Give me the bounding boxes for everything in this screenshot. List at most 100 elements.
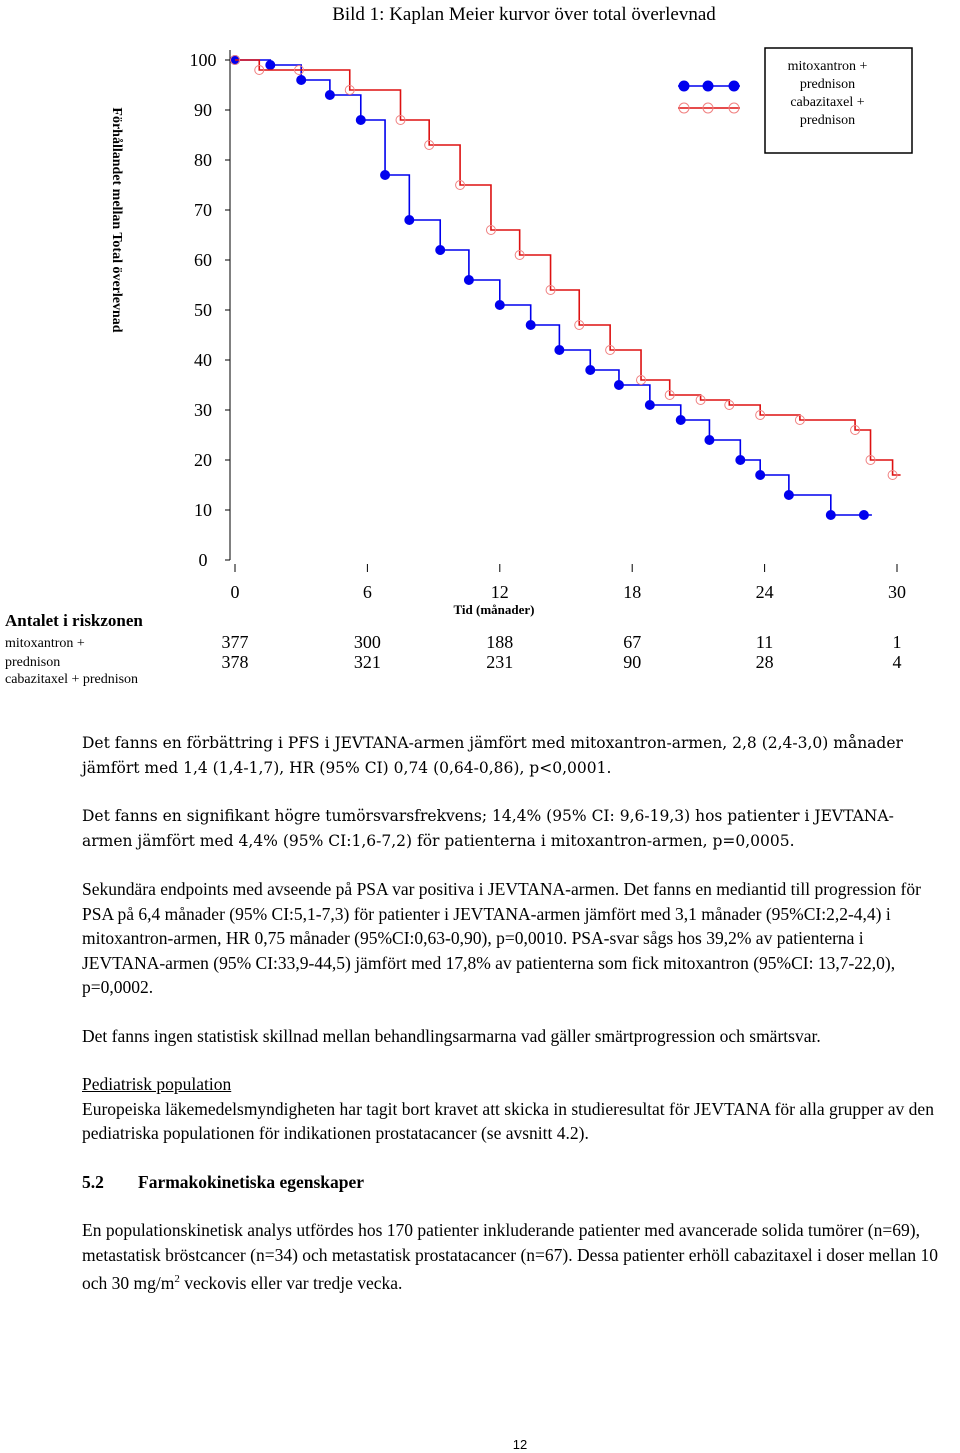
section-heading: 5.2 Farmakokinetiska egenskaper bbox=[82, 1170, 942, 1195]
y-tick-label: 70 bbox=[194, 200, 212, 220]
chart-title: Bild 1: Kaplan Meier kurvor över total ö… bbox=[332, 4, 716, 25]
paragraph: Pediatrisk population Europeiska läkemede… bbox=[82, 1072, 942, 1146]
censor-marker bbox=[735, 455, 746, 465]
censor-marker bbox=[605, 345, 616, 355]
risk-value: 321 bbox=[354, 652, 381, 672]
y-tick-label: 100 bbox=[190, 50, 217, 70]
x-axis-label: Tid (månader) bbox=[453, 602, 534, 617]
censor-marker bbox=[355, 115, 366, 125]
censor-marker bbox=[574, 320, 585, 330]
text: En populationskinetisk analys utfördes h… bbox=[82, 1220, 939, 1293]
x-tick-label: 24 bbox=[756, 582, 774, 602]
risk-row-label: mitoxantron + prednison bbox=[5, 636, 85, 670]
censor-marker bbox=[254, 65, 265, 75]
censor-marker bbox=[554, 345, 565, 355]
paragraph: Sekundära endpoints med avseende på PSA … bbox=[82, 879, 921, 997]
censor-marker bbox=[404, 215, 415, 225]
text: veckovis eller var tredje vecka. bbox=[179, 1272, 403, 1293]
censor-marker bbox=[455, 180, 466, 190]
censor-marker bbox=[636, 375, 647, 385]
paragraph: En populationskinetisk analys utfördes h… bbox=[82, 1218, 942, 1295]
legend-marker bbox=[678, 80, 690, 92]
y-axis-label: Förhållandet mellan Total överlevnad bbox=[109, 107, 124, 332]
legend-marker bbox=[728, 80, 740, 92]
censor-marker bbox=[296, 75, 307, 85]
censor-marker bbox=[525, 320, 536, 330]
label-bg bbox=[445, 598, 545, 620]
y-tick-label: 20 bbox=[194, 450, 212, 470]
risk-value: 67 bbox=[623, 632, 641, 652]
paragraph: Det fanns en signifikant högre tumörsvar… bbox=[82, 807, 894, 850]
censor-marker bbox=[858, 510, 869, 520]
censor-marker bbox=[850, 425, 861, 435]
censor-marker bbox=[695, 395, 706, 405]
censor-marker bbox=[755, 470, 766, 480]
legend-label: mitoxantron + prednison bbox=[787, 59, 868, 92]
y-tick-label: 80 bbox=[194, 150, 212, 170]
risk-value: 378 bbox=[222, 652, 249, 672]
legend-marker bbox=[728, 102, 740, 114]
risk-value: 28 bbox=[756, 652, 774, 672]
censor-marker bbox=[613, 380, 624, 390]
legend-marker bbox=[678, 102, 690, 114]
y-tick-label: 40 bbox=[194, 350, 212, 370]
censor-marker bbox=[755, 410, 766, 420]
section-title: Farmakokinetiska egenskaper bbox=[138, 1171, 365, 1192]
legend-label: cabazitaxel + prednison bbox=[790, 95, 865, 128]
y-tick-label: 60 bbox=[194, 250, 212, 270]
censor-marker bbox=[514, 250, 525, 260]
y-tick-label: 10 bbox=[194, 500, 212, 520]
censor-marker bbox=[230, 55, 240, 65]
censor-marker bbox=[293, 65, 304, 75]
x-tick-label: 12 bbox=[491, 582, 509, 602]
censor-marker bbox=[463, 275, 474, 285]
legend-marker bbox=[702, 102, 714, 114]
risk-value: 90 bbox=[623, 652, 641, 672]
censor-marker bbox=[585, 365, 596, 375]
legend-box bbox=[764, 47, 913, 154]
censor-marker bbox=[783, 490, 794, 500]
superscript: 2 bbox=[174, 1273, 180, 1285]
censor-marker bbox=[724, 400, 735, 410]
censor-marker bbox=[794, 415, 805, 425]
censor-marker bbox=[395, 115, 406, 125]
chart: Bild 1: Kaplan Meier kurvor över total ö… bbox=[109, 4, 913, 672]
risk-value: 300 bbox=[354, 632, 381, 652]
risk-value: 11 bbox=[756, 632, 773, 652]
x-tick-label: 18 bbox=[623, 582, 641, 602]
risk-value: 231 bbox=[486, 652, 513, 672]
censor-marker bbox=[435, 245, 446, 255]
subheading: Pediatrisk population bbox=[82, 1074, 232, 1094]
censor-marker bbox=[887, 470, 898, 480]
survival-curve bbox=[235, 59, 872, 516]
censor-marker bbox=[664, 390, 675, 400]
risk-value: 188 bbox=[486, 632, 513, 652]
censor-marker bbox=[675, 415, 686, 425]
censor-marker bbox=[494, 300, 505, 310]
document-body: Det fanns en förbättring i PFS i JEVTANA… bbox=[82, 731, 942, 1319]
censor-marker bbox=[644, 400, 655, 410]
section-number: 5.2 bbox=[82, 1171, 104, 1192]
censor-marker bbox=[825, 510, 836, 520]
x-tick-label: 6 bbox=[363, 582, 372, 602]
censor-marker bbox=[424, 140, 435, 150]
y-tick-label: 50 bbox=[194, 300, 212, 320]
risk-value: 1 bbox=[893, 632, 902, 652]
risk-value: 4 bbox=[893, 652, 902, 672]
censor-marker bbox=[380, 170, 391, 180]
censor-marker bbox=[704, 435, 715, 445]
x-tick-label: 0 bbox=[231, 582, 240, 602]
y-tick-label: 90 bbox=[194, 100, 212, 120]
y-tick-label: 0 bbox=[199, 550, 208, 570]
censor-marker bbox=[545, 285, 556, 295]
censor-marker bbox=[865, 455, 876, 465]
risk-value: 377 bbox=[222, 632, 249, 652]
text: Europeiska läkemedelsmyndigheten har tag… bbox=[82, 1098, 934, 1144]
censor-marker bbox=[485, 225, 496, 235]
paragraph: Det fanns en förbättring i PFS i JEVTANA… bbox=[82, 734, 903, 777]
x-tick-label: 30 bbox=[888, 582, 906, 602]
risk-row-label: cabazitaxel + prednison bbox=[5, 672, 139, 687]
survival-curve bbox=[235, 59, 901, 476]
paragraph: Det fanns ingen statistisk skillnad mell… bbox=[82, 1025, 821, 1046]
